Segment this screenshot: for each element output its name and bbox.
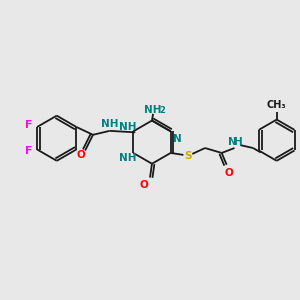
Text: O: O: [224, 168, 233, 178]
Text: S: S: [184, 151, 192, 161]
Text: F: F: [25, 146, 32, 157]
Text: N: N: [228, 137, 237, 147]
Text: NH: NH: [144, 105, 162, 115]
Text: F: F: [25, 120, 32, 130]
Text: NH: NH: [101, 119, 119, 129]
Text: CH₃: CH₃: [267, 100, 286, 110]
Text: 2: 2: [160, 106, 166, 115]
Text: H: H: [234, 137, 243, 147]
Text: N: N: [173, 134, 182, 144]
Text: O: O: [77, 150, 85, 161]
Text: NH: NH: [118, 153, 136, 163]
Text: NH: NH: [118, 122, 136, 132]
Text: O: O: [140, 180, 148, 190]
